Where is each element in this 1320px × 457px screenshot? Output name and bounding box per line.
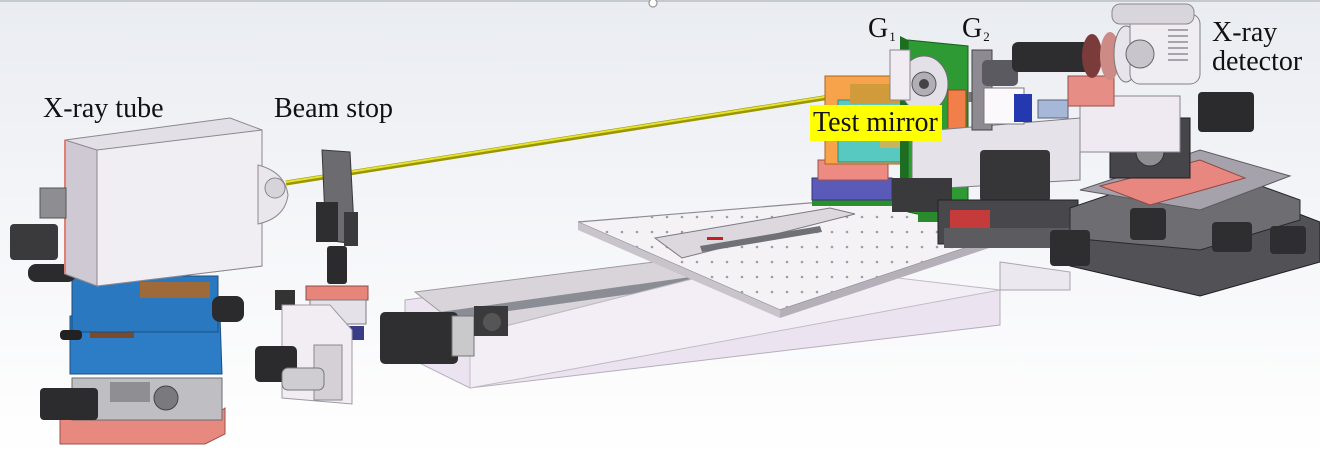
tube-stage-assembly [28,264,244,445]
xray-tube-housing [10,117,289,287]
label-grating-g2-letter: G [962,13,983,44]
xray-beam-highlight [285,95,831,183]
label-grating-g1-subscript: 1 [889,29,896,44]
label-beam-stop: Beam stop [274,93,393,124]
view-handle-icon [648,0,658,8]
label-grating-g1-letter: G [868,13,889,44]
grating-g2-assembly [892,49,1081,248]
label-grating-g2-subscript: 2 [983,29,990,44]
label-grating-g2: G2 [962,14,990,52]
camera-detector [1012,3,1201,153]
label-xray-detector: X-ray detector [1212,18,1302,76]
label-xray-detector-line2: detector [1212,46,1303,77]
label-xray-detector-line1: X-ray [1212,17,1278,48]
label-test-mirror: Test mirror [810,105,942,141]
label-grating-g1: G1 [868,14,896,52]
label-xray-tube: X-ray tube [43,93,164,124]
rail-motor [380,306,508,364]
optical-breadboard [577,197,1013,318]
beam-stop-assembly [255,149,369,405]
